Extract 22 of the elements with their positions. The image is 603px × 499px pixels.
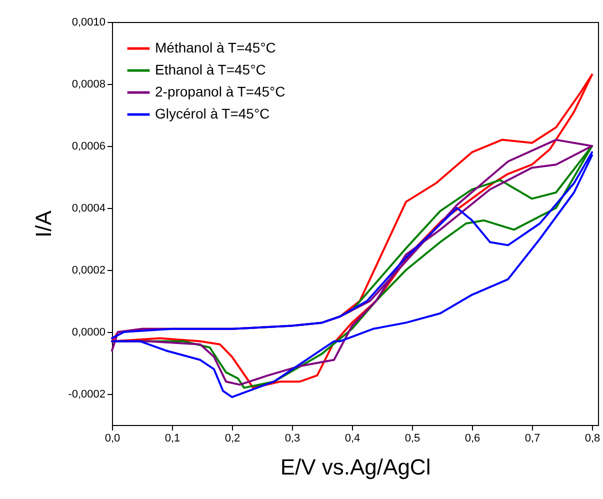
x-tick-label: 0,3	[284, 432, 300, 444]
y-tick-label: 0,0006	[72, 140, 106, 152]
x-tick-label: 0,5	[404, 432, 420, 444]
x-tick-label: 0,6	[464, 432, 480, 444]
x-axis-title: E/V vs.Ag/AgCl	[280, 454, 431, 480]
x-tick-label: 0,0	[104, 432, 120, 444]
x-tick-label: 0,8	[584, 432, 600, 444]
y-axis-title: I/A	[31, 210, 56, 238]
y-tick-label: 0,0000	[72, 326, 106, 338]
legend-label: Glycérol à T=45°C	[155, 106, 270, 122]
x-tick-label: 0,7	[524, 432, 540, 444]
y-tick-label: -0,0002	[68, 388, 106, 400]
y-tick-label: 0,0010	[72, 16, 106, 28]
y-tick-label: 0,0004	[72, 202, 106, 214]
y-tick-label: 0,0008	[72, 78, 106, 90]
legend-label: Ethanol à T=45°C	[155, 62, 266, 78]
x-tick-label: 0,4	[344, 432, 360, 444]
x-tick-label: 0,2	[224, 432, 240, 444]
y-tick-label: 0,0002	[72, 264, 106, 276]
x-tick-label: 0,1	[164, 432, 180, 444]
legend-label: 2-propanol à T=45°C	[155, 84, 286, 100]
legend-label: Méthanol à T=45°C	[155, 40, 276, 56]
